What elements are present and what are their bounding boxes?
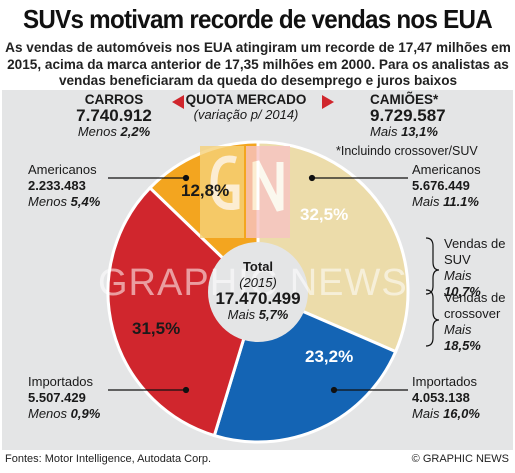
car-american-block: Americanos 2.233.483 Menos 5,4% [28,162,100,210]
center-change-prefix: Mais [227,307,256,322]
truck-american-change: 11.1% [443,194,479,209]
center-total: Total (2015) 17.470.499 Mais 5,7% [198,259,318,323]
arrow-left-icon [172,95,184,109]
truck-imported-change: 16,0% [443,406,480,421]
suv-change-prefix: Mais [444,268,472,283]
center-year: (2015) [239,275,277,290]
truck-imported-name: Importados [412,374,478,389]
truck-imported-change-prefix: Mais [412,406,440,421]
graphic-news-logo [200,146,290,238]
trucks-label: CAMIÕES* [370,92,439,107]
slice-label-car-imported: 31,5% [132,319,181,338]
trucks-value: 9.729.587 [370,106,446,125]
cars-value: 7.740.912 [76,106,152,125]
car-imported-change: 0,9% [70,406,101,421]
crossover-label: Vendas de crossover [444,290,506,321]
cars-change: 2,2% [120,124,151,139]
slice-label-truck-american: 32,5% [300,205,349,224]
truck-american-value: 5.676.449 [412,178,470,193]
car-american-value: 2.233.483 [28,178,86,193]
trucks-note: *Incluindo crossover/SUV [336,144,478,158]
car-american-change: 5,4% [70,194,101,209]
trucks-block: CAMIÕES* 9.729.587 Mais 13,1% [370,92,446,140]
intro-text: As vendas de automóveis nos EUA atingira… [5,40,511,88]
center-label: Total [242,259,274,274]
car-imported-change-prefix: Menos [28,406,68,421]
cars-label: CARROS [84,92,144,107]
suv-change: 10,7% [444,284,481,299]
truck-imported-value: 4.053.138 [412,390,470,405]
credit-text: © GRAPHIC NEWS [411,453,509,465]
center-change: 5,7% [258,307,289,322]
donut-hole [208,242,308,342]
slice-label-truck-imported: 23,2% [305,347,354,366]
trucks-change: 13,1% [401,124,438,139]
car-imported-value: 5.507.429 [28,390,86,405]
quota-title: QUOTA MERCADO [185,92,307,107]
car-imported-block: Importados 5.507.429 Menos 0,9% [28,374,100,422]
suv-label: Vendas de SUV [444,236,506,267]
crossover-block: Vendas de crossover Mais 18,5% [444,290,510,354]
cars-change-prefix: Menos [77,124,117,139]
crossover-change-prefix: Mais [444,322,472,337]
slice-label-car-american: 12,8% [181,181,230,200]
crossover-bracket [425,289,440,347]
car-imported-name: Importados [28,374,94,389]
arrow-right-icon [322,95,334,109]
center-value: 17.470.499 [215,289,301,308]
car-american-change-prefix: Menos [28,194,68,209]
quota-header: QUOTA MERCADO (variação p/ 2014) [162,92,330,122]
page-title: SUVs motivam recorde de vendas nos EUA [23,4,493,34]
quota-subtitle: (variação p/ 2014) [193,107,299,122]
truck-imported-block: Importados 4.053.138 Mais 16,0% [412,374,480,422]
suv-block: Vendas de SUV Mais 10,7% [444,236,510,300]
truck-american-name: Americanos [412,162,481,177]
car-american-name: Americanos [28,162,97,177]
slice-truck-american [106,185,260,438]
truck-american-block: Americanos 5.676.449 Mais 11.1% [412,162,481,210]
cars-block: CARROS 7.740.912 Menos 2,2% [54,92,174,140]
trucks-change-prefix: Mais [370,124,398,139]
truck-american-change-prefix: Mais [412,194,440,209]
source-text: Fontes: Motor Intelligence, Autodata Cor… [5,453,212,465]
suv-bracket [425,237,440,295]
crossover-change: 18,5% [444,338,481,353]
watermark: GRAPHIC NEWS [98,262,408,304]
